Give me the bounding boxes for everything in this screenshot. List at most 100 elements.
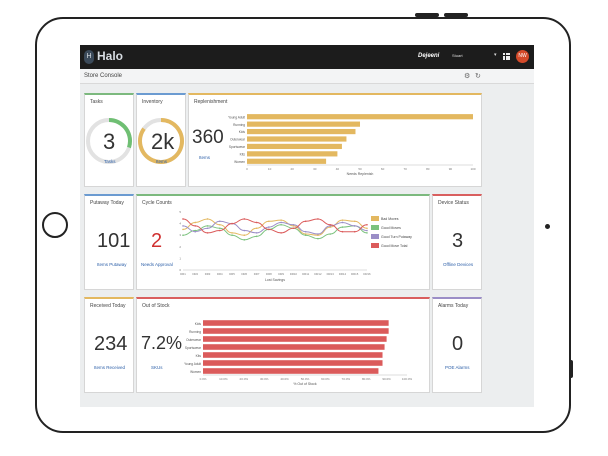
avatar[interactable]: NW — [516, 50, 529, 63]
bar-outerwear[interactable] — [203, 336, 387, 342]
alarms-link[interactable]: POE Alarms — [445, 365, 470, 370]
out-of-stock-link[interactable]: SKUs — [151, 365, 163, 370]
cycle-counts-link[interactable]: Needs Approval — [141, 262, 173, 267]
data-point[interactable] — [341, 221, 344, 224]
out-of-stock-card[interactable]: Out of Stock 7.2% SKUs Kids Running Outerw… — [136, 297, 430, 393]
caret-down-icon[interactable]: ▾ — [494, 52, 497, 58]
tasks-card[interactable]: Tasks 3 Tasks — [84, 93, 134, 187]
data-point[interactable] — [182, 225, 184, 227]
data-point[interactable] — [219, 227, 221, 230]
data-point[interactable] — [304, 230, 307, 233]
data-point[interactable] — [304, 234, 307, 236]
bar-kits[interactable] — [247, 151, 338, 157]
data-point[interactable] — [366, 229, 368, 232]
data-point[interactable] — [353, 230, 356, 233]
data-point[interactable] — [292, 223, 295, 226]
data-point[interactable] — [280, 232, 282, 234]
putaway-link[interactable]: Items Putaway — [97, 262, 127, 267]
refresh-icon[interactable]: ↻ — [475, 73, 481, 80]
data-point[interactable] — [255, 235, 258, 238]
data-point[interactable] — [292, 225, 295, 227]
data-point[interactable] — [243, 229, 246, 232]
series-line-good-turn-putaway[interactable] — [182, 220, 368, 235]
data-point[interactable] — [329, 226, 331, 228]
inventory-card[interactable]: Inventory 2k Items — [136, 93, 186, 187]
data-point[interactable] — [317, 234, 319, 236]
bar-kids[interactable] — [203, 320, 389, 326]
bar-outerwear[interactable] — [247, 136, 347, 142]
replenishment-card[interactable]: Replenishment 360 Items Young Adult Runni… — [188, 93, 482, 187]
data-point[interactable] — [243, 234, 246, 236]
device-status-card[interactable]: Device Status 3 Offline Devices — [432, 194, 482, 290]
data-point[interactable] — [353, 225, 356, 227]
data-point[interactable] — [194, 221, 197, 224]
data-point[interactable] — [219, 220, 221, 223]
received-link[interactable]: Items Received — [94, 365, 126, 370]
inventory-link[interactable]: Items — [156, 159, 168, 164]
data-point[interactable] — [194, 225, 197, 227]
data-point[interactable] — [268, 220, 270, 223]
data-point[interactable] — [268, 226, 270, 228]
data-point[interactable] — [219, 223, 221, 226]
data-point[interactable] — [317, 233, 319, 235]
data-point[interactable] — [255, 221, 258, 224]
data-point[interactable] — [292, 227, 295, 230]
bar-sportswear[interactable] — [247, 143, 342, 150]
data-point[interactable] — [268, 228, 270, 231]
data-point[interactable] — [206, 232, 209, 234]
data-point[interactable] — [231, 222, 233, 225]
data-point[interactable] — [231, 232, 233, 234]
bar-kids[interactable] — [247, 128, 356, 135]
bar-women[interactable] — [203, 368, 379, 374]
data-point[interactable] — [206, 227, 209, 230]
data-point[interactable] — [280, 221, 282, 224]
settings-icon[interactable]: ⚙ — [464, 73, 471, 80]
data-point[interactable] — [341, 226, 344, 228]
data-point[interactable] — [255, 227, 258, 230]
data-point[interactable] — [194, 230, 197, 233]
data-point[interactable] — [243, 239, 246, 241]
bar-sportswear[interactable] — [203, 344, 385, 350]
bar-women[interactable] — [247, 158, 327, 164]
data-point[interactable] — [329, 225, 331, 227]
data-point[interactable] — [366, 227, 368, 230]
data-point[interactable] — [341, 219, 344, 221]
bar-young-adult[interactable] — [203, 360, 383, 366]
putaway-card[interactable]: Putaway Today 101 Items Putaway — [84, 194, 134, 290]
replenishment-link[interactable]: Items — [199, 155, 211, 160]
bar-running[interactable] — [247, 121, 360, 127]
bar-running[interactable] — [203, 328, 389, 334]
bar-young-adult[interactable] — [247, 114, 473, 120]
data-point[interactable] — [329, 223, 331, 226]
device-status-link[interactable]: Offline Devices — [443, 262, 474, 267]
data-point[interactable] — [206, 218, 209, 220]
data-point[interactable] — [243, 218, 246, 220]
data-point[interactable] — [182, 218, 184, 220]
alarms-card[interactable]: Alarms Today 0 POE Alarms — [432, 297, 482, 393]
data-point[interactable] — [317, 237, 319, 240]
data-point[interactable] — [329, 233, 331, 235]
tasks-link[interactable]: Tasks — [104, 159, 116, 164]
data-point[interactable] — [366, 232, 368, 234]
data-point[interactable] — [366, 223, 368, 226]
data-point[interactable] — [219, 229, 221, 232]
cycle-counts-card[interactable]: Cycle Counts 2 Needs Approval 0 1 2 3 4 5 DR1 D… — [136, 194, 430, 290]
data-point[interactable] — [353, 220, 356, 223]
data-point[interactable] — [341, 230, 344, 233]
data-point[interactable] — [231, 234, 233, 236]
home-button[interactable] — [42, 212, 68, 238]
data-point[interactable] — [280, 219, 282, 221]
data-point[interactable] — [255, 232, 258, 234]
user-name[interactable]: Stuart — [452, 53, 463, 58]
data-point[interactable] — [194, 229, 197, 232]
series-line-good-moves[interactable] — [182, 224, 368, 241]
data-point[interactable] — [182, 234, 184, 236]
series-line-good-move-total[interactable] — [182, 218, 368, 234]
data-point[interactable] — [182, 228, 184, 231]
data-point[interactable] — [317, 218, 319, 220]
series-line-bad-moves[interactable] — [182, 218, 368, 236]
data-point[interactable] — [206, 225, 209, 227]
apps-grid-icon[interactable] — [503, 53, 510, 60]
received-card[interactable]: Received Today 234 Items Received — [84, 297, 134, 393]
data-point[interactable] — [280, 223, 282, 226]
